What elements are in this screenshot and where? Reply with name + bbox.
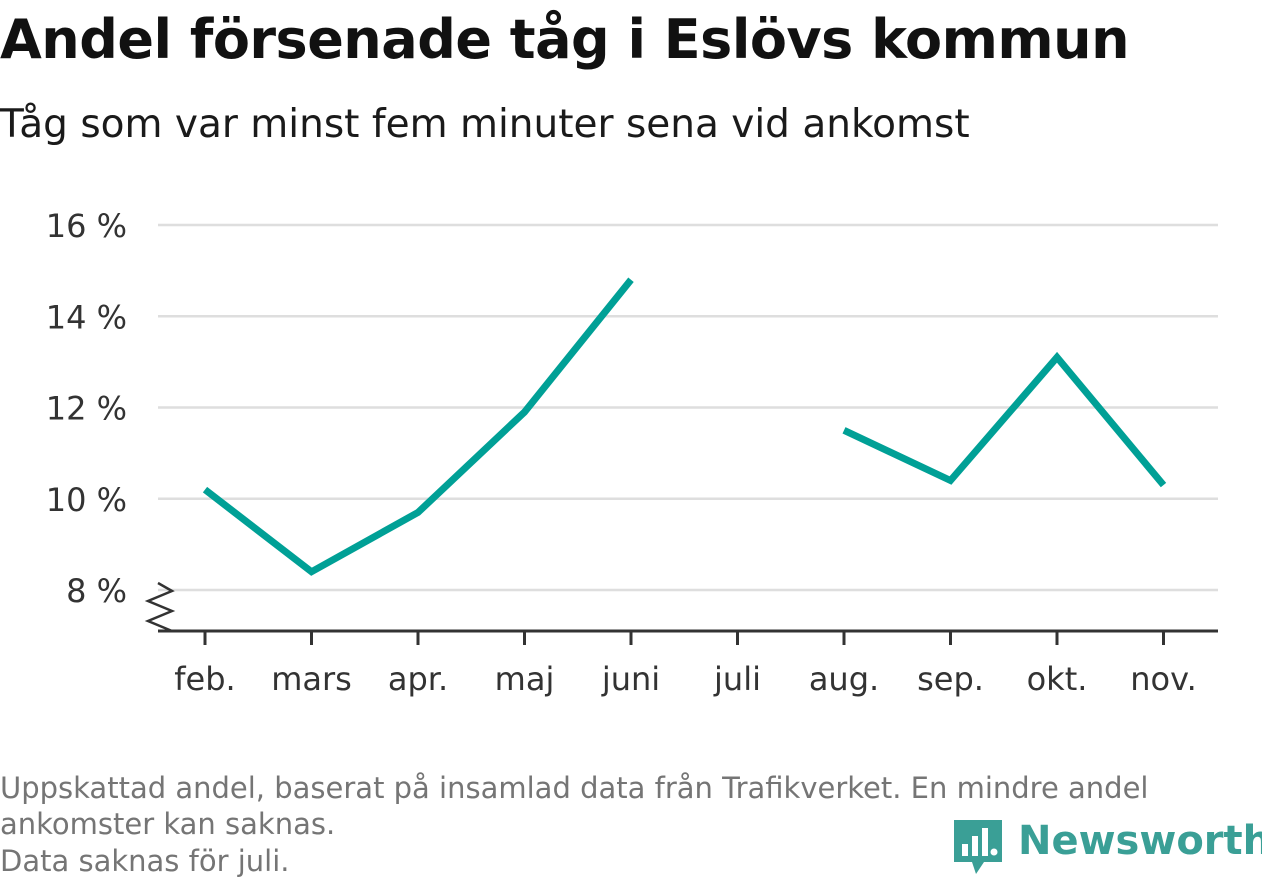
brand-name: Newsworthy — [1018, 818, 1262, 864]
series-line-segment — [202, 277, 634, 576]
chart-subtitle: Tåg som var minst fem minuter sena vid a… — [0, 102, 970, 147]
footnote-line-1: Uppskattad andel, baserat på insamlad da… — [0, 771, 1149, 805]
series-lines — [202, 277, 1167, 576]
line-chart: 8 % 10 % 12 % 14 % 16 % feb. mars apr. maj juni j… — [46, 207, 1218, 698]
newsworthy-logo-icon — [954, 820, 1002, 874]
x-tick-label: mars — [271, 660, 352, 698]
y-tick-label: 12 % — [46, 390, 127, 428]
x-tick-label: maj — [495, 660, 555, 698]
y-tick-label: 8 % — [66, 572, 127, 610]
x-tick-label: okt. — [1027, 660, 1088, 698]
x-tick-label: apr. — [388, 660, 448, 698]
y-tick-label: 14 % — [46, 298, 127, 336]
grid-lines — [158, 223, 1218, 592]
y-axis-tick-labels: 8 % 10 % 12 % 14 % 16 % — [46, 207, 127, 610]
x-tick-label: feb. — [174, 660, 235, 698]
x-tick-label: aug. — [809, 660, 879, 698]
footnote-line-3: Data saknas för juli. — [0, 844, 290, 878]
series-line-segment — [842, 351, 1167, 488]
x-tick-label: juni — [601, 660, 660, 698]
x-axis-ticks: feb. mars apr. maj juni juli aug. sep. okt. nov. — [174, 631, 1197, 698]
x-tick-label: juli — [713, 660, 761, 698]
x-tick-label: sep. — [917, 660, 984, 698]
chart-title: Andel försenade tåg i Eslövs kommun — [0, 8, 1130, 71]
y-tick-label: 16 % — [46, 207, 127, 245]
footnote-line-2: ankomster kan saknas. — [0, 807, 336, 841]
y-tick-label: 10 % — [46, 481, 127, 519]
x-tick-label: nov. — [1130, 660, 1196, 698]
